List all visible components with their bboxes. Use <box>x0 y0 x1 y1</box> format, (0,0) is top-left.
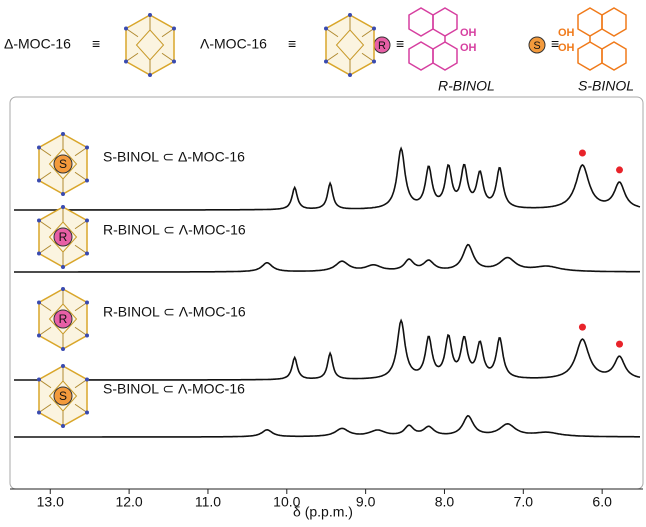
metal-node <box>37 179 41 183</box>
figure: Δ-MOC-16 ≡ Λ-MOC-16 ≡ R ≡ OH OH R-BINOL … <box>0 0 646 522</box>
metal-node <box>348 13 352 17</box>
peak-dot <box>579 149 586 156</box>
oh-label: OH <box>558 42 575 54</box>
spectrum <box>14 245 640 272</box>
metal-node <box>61 205 65 209</box>
metal-node <box>85 411 89 415</box>
series-label: R-BINOL ⊂ Λ-MOC-16 <box>103 222 246 238</box>
metal-node <box>37 252 41 256</box>
metal-node <box>37 146 41 150</box>
metal-node <box>37 411 41 415</box>
r-binol-name: R-BINOL <box>438 78 495 94</box>
metal-node <box>148 13 152 17</box>
equiv: ≡ <box>396 36 404 52</box>
x-tick-label: 7.0 <box>514 494 534 510</box>
guest-letter: R <box>378 40 386 52</box>
metal-node <box>61 287 65 291</box>
spectrum <box>14 321 640 381</box>
spectrum <box>14 416 640 437</box>
peak-dot <box>616 341 623 348</box>
peak-dot <box>616 166 623 173</box>
guest-letter: R <box>59 230 68 244</box>
metal-node <box>37 334 41 338</box>
metal-node <box>348 73 352 77</box>
guest-letter: S <box>59 157 67 171</box>
x-tick-label: 9.0 <box>356 494 376 510</box>
metal-node <box>124 27 128 31</box>
guest-letter: S <box>59 389 67 403</box>
oh-label: OH <box>460 27 477 39</box>
s-binol-name: S-BINOL <box>578 78 634 94</box>
r-binol-structure <box>409 8 457 70</box>
oh-label: OH <box>460 42 477 54</box>
metal-node <box>85 146 89 150</box>
metal-node <box>85 179 89 183</box>
metal-node <box>61 364 65 368</box>
x-axis-label: δ (p.p.m.) <box>293 504 353 520</box>
metal-node <box>61 424 65 428</box>
metal-node <box>61 265 65 269</box>
metal-node <box>85 301 89 305</box>
metal-node <box>324 27 328 31</box>
metal-node <box>61 347 65 351</box>
metal-node <box>372 27 376 31</box>
metal-node <box>85 252 89 256</box>
delta-label: Δ-MOC-16 <box>4 36 71 52</box>
series-label: S-BINOL ⊂ Λ-MOC-16 <box>103 381 245 397</box>
metal-node <box>61 132 65 136</box>
guest-letter: R <box>59 312 68 326</box>
metal-node <box>372 60 376 64</box>
metal-node <box>37 301 41 305</box>
metal-node <box>172 27 176 31</box>
x-tick-label: 6.0 <box>592 494 612 510</box>
x-tick-label: 13.0 <box>37 494 64 510</box>
equiv: ≡ <box>288 36 296 52</box>
metal-node <box>172 60 176 64</box>
series-label: R-BINOL ⊂ Λ-MOC-16 <box>103 304 246 320</box>
lambda-label: Λ-MOC-16 <box>200 36 267 52</box>
metal-node <box>85 219 89 223</box>
series-label: S-BINOL ⊂ Δ-MOC-16 <box>103 149 245 165</box>
x-tick-label: 10.0 <box>273 494 300 510</box>
peak-dot <box>579 324 586 331</box>
metal-node <box>124 60 128 64</box>
s-binol-structure <box>578 8 626 70</box>
equiv: ≡ <box>92 36 100 52</box>
metal-node <box>37 219 41 223</box>
metal-node <box>61 192 65 196</box>
metal-node <box>85 378 89 382</box>
metal-node <box>37 378 41 382</box>
metal-node <box>324 60 328 64</box>
metal-node <box>148 73 152 77</box>
x-tick-label: 12.0 <box>115 494 142 510</box>
oh-label: OH <box>558 27 575 39</box>
x-tick-label: 8.0 <box>435 494 455 510</box>
metal-node <box>85 334 89 338</box>
x-tick-label: 11.0 <box>195 494 221 510</box>
guest-letter: S <box>533 40 540 52</box>
